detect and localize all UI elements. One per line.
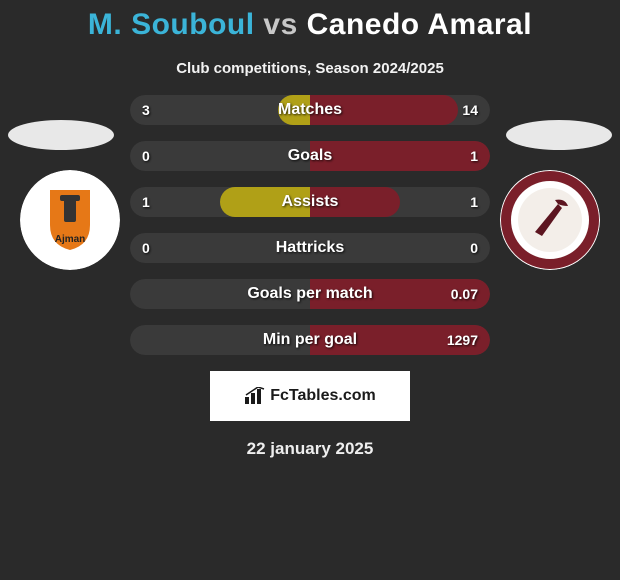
fctables-badge: FcTables.com [210,371,410,421]
fctables-icon [244,387,266,405]
bar-value-left: 0 [142,233,150,263]
subtitle: Club competitions, Season 2024/2025 [0,60,620,77]
bar-label: Min per goal [130,325,490,355]
crest-right-icon [500,170,600,270]
bar-value-right: 1297 [447,325,478,355]
flag-right [506,120,612,150]
bar-value-left: 3 [142,95,150,125]
title-vs: vs [263,8,297,41]
bar-value-right: 1 [470,187,478,217]
stat-row: Assists1 1 [130,187,490,217]
bar-value-right: 1 [470,141,478,171]
bar-value-left: 0 [142,141,150,171]
bar-label: Assists [130,187,490,217]
crest-left-icon: Ajman [20,170,120,270]
flag-left [8,120,114,150]
date-text: 22 january 2025 [0,439,620,459]
fctables-text: FcTables.com [270,387,376,405]
stat-row: Min per goal1297 [130,325,490,355]
stat-row: Matches3 14 [130,95,490,125]
title-player2: Canedo Amaral [307,8,532,41]
bar-value-right: 0.07 [451,279,478,309]
bar-value-right: 0 [470,233,478,263]
comparison-card: M. Souboul vs Canedo Amaral Club competi… [0,0,620,459]
crest-right [500,170,600,270]
page-title: M. Souboul vs Canedo Amaral [0,8,620,42]
bar-label: Goals [130,141,490,171]
svg-text:Ajman: Ajman [55,234,86,245]
stat-row: Hattricks0 0 [130,233,490,263]
bar-label: Hattricks [130,233,490,263]
stat-row: Goals per match0.07 [130,279,490,309]
bar-label: Goals per match [130,279,490,309]
stat-row: Goals0 1 [130,141,490,171]
stat-bars: Matches314Goals01Assists11Hattricks00Goa… [130,95,490,355]
title-player1: M. Souboul [88,8,255,41]
crest-left: Ajman [20,170,120,270]
bar-value-right: 14 [462,95,478,125]
bar-label: Matches [130,95,490,125]
bar-value-left: 1 [142,187,150,217]
